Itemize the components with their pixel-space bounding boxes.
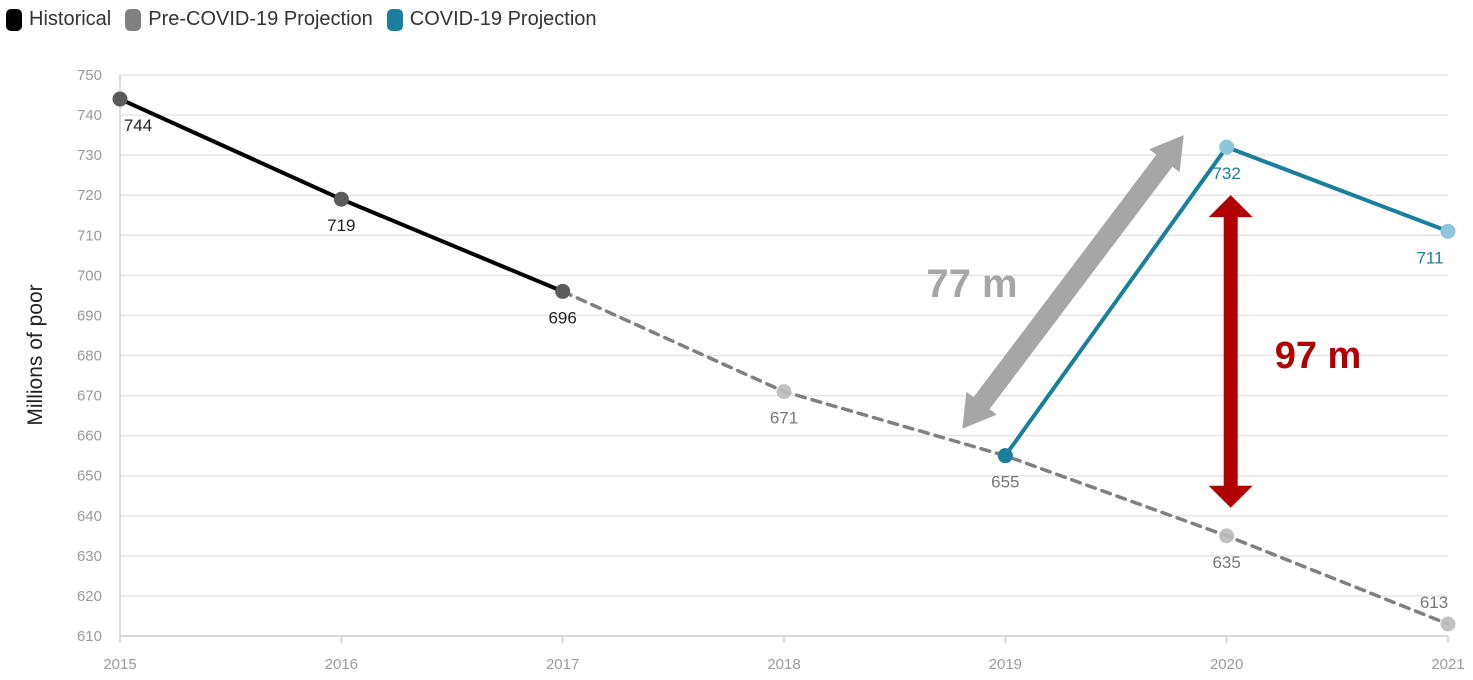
data-label-pre-covid-2021: 613 — [1420, 593, 1448, 612]
point-historical-2017[interactable] — [555, 283, 571, 299]
series — [112, 91, 1456, 632]
point-pre-covid-2018[interactable] — [776, 384, 792, 400]
y-tick-label: 680 — [77, 348, 102, 365]
point-pre-covid-2020[interactable] — [1219, 528, 1235, 544]
point-historical-2016[interactable] — [333, 191, 349, 207]
data-label-historical-2017: 696 — [548, 308, 576, 327]
legend-swatch-pre-covid — [125, 8, 142, 31]
data-label-pre-covid-2019: 655 — [991, 473, 1019, 492]
y-tick-label: 640 — [77, 508, 102, 525]
data-label-pre-covid-2020: 635 — [1212, 553, 1240, 572]
point-covid-2020[interactable] — [1219, 139, 1235, 155]
point-covid-2019[interactable] — [997, 448, 1013, 464]
x-tick-label: 2021 — [1431, 656, 1464, 673]
legend-label-pre-covid: Pre-COVID-19 Projection — [148, 8, 373, 30]
legend-item-historical[interactable]: Historical — [6, 8, 111, 31]
data-labels: 744 719 696 671 655 635 613 732 711 — [124, 116, 1448, 612]
y-tick-label: 610 — [77, 628, 102, 645]
y-tick-label: 750 — [77, 67, 102, 84]
gap-arrow-77m — [962, 135, 1184, 429]
annotation-97m: 97 m — [1275, 335, 1362, 377]
x-tick-label: 2018 — [767, 656, 800, 673]
annotation-77m: 77 m — [926, 262, 1017, 306]
data-label-pre-covid-2018: 671 — [770, 409, 798, 428]
legend-swatch-historical — [6, 8, 22, 31]
y-tick-label: 690 — [77, 307, 102, 324]
y-tick-label: 710 — [77, 227, 102, 244]
axes: 610 620 630 640 650 660 670 680 690 700 710 720 730 7… — [77, 67, 1465, 673]
point-pre-covid-2021[interactable] — [1440, 616, 1456, 632]
point-covid-2021[interactable] — [1440, 223, 1456, 239]
y-tick-label: 720 — [77, 187, 102, 204]
legend: Historical Pre-COVID-19 Projection COVID… — [6, 8, 597, 31]
y-tick-label: 670 — [77, 388, 102, 405]
legend-swatch-covid — [386, 8, 403, 31]
annotations: 77 m 97 m — [926, 135, 1361, 508]
gridlines — [120, 74, 1448, 637]
legend-item-pre-covid[interactable]: Pre-COVID-19 Projection — [125, 8, 373, 31]
data-label-historical-2015: 744 — [124, 116, 152, 135]
y-tick-label: 700 — [77, 267, 102, 284]
legend-label-covid: COVID-19 Projection — [409, 8, 597, 30]
y-axis-label: Millions of poor — [24, 284, 47, 425]
y-tick-label: 630 — [77, 548, 102, 565]
y-tick-label: 730 — [77, 147, 102, 164]
legend-item-covid[interactable]: COVID-19 Projection — [386, 8, 597, 31]
x-tick-label: 2015 — [103, 656, 136, 673]
y-tick-label: 740 — [77, 107, 102, 124]
y-tick-label: 650 — [77, 468, 102, 485]
x-tick-label: 2019 — [989, 656, 1022, 673]
legend-label-historical: Historical — [29, 8, 112, 30]
y-tick-label: 660 — [77, 428, 102, 445]
data-label-covid-2021: 711 — [1416, 248, 1443, 267]
data-label-historical-2016: 719 — [327, 216, 355, 235]
gap-arrow-97m — [1208, 195, 1253, 508]
x-tick-label: 2020 — [1210, 656, 1243, 673]
x-tick-label: 2016 — [325, 656, 358, 673]
point-historical-2015[interactable] — [112, 91, 128, 107]
x-tick-label: 2017 — [546, 656, 579, 673]
y-tick-label: 620 — [77, 588, 102, 605]
data-label-covid-2020: 732 — [1212, 164, 1240, 183]
